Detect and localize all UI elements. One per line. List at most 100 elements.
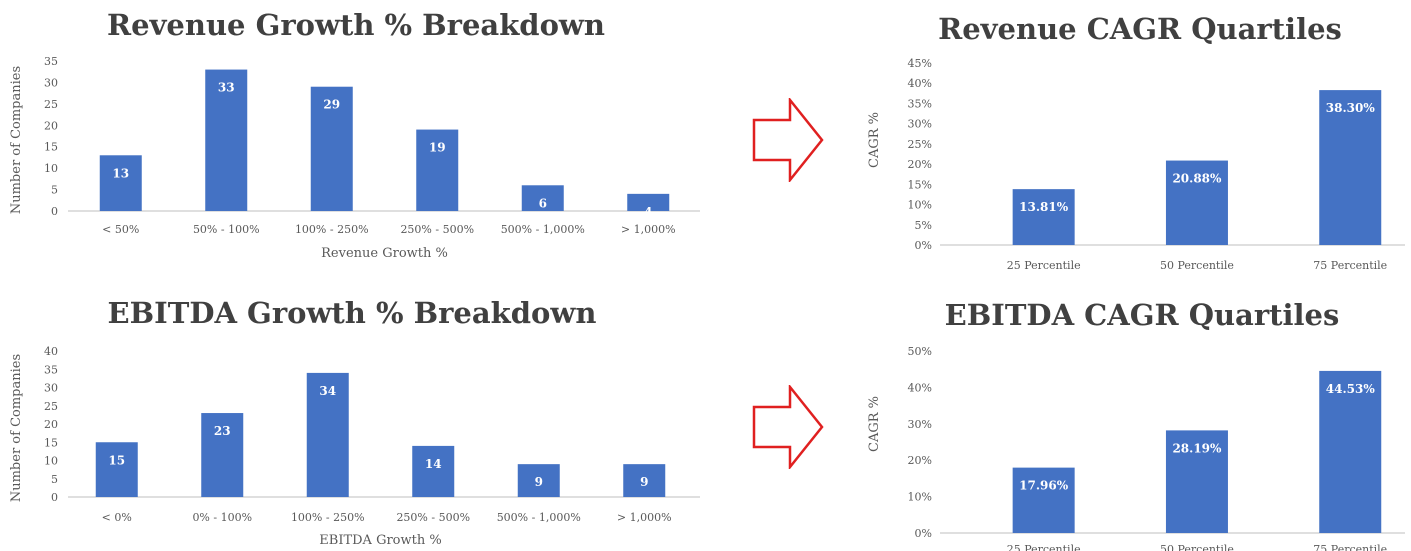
bar-data-label: 34 bbox=[319, 384, 336, 398]
x-category-label: 75 Percentile bbox=[1313, 259, 1387, 272]
right-arrow-icon bbox=[752, 96, 824, 186]
bar-data-label: 17.96% bbox=[1019, 479, 1069, 493]
y-tick-label: 45% bbox=[908, 57, 932, 70]
revenue-growth-chart-svg: 0 5 10 15 20 25 30 35 Number of Companies 13 < 50%… bbox=[9, 55, 700, 261]
y-tick-label: 5 bbox=[51, 184, 58, 197]
bar bbox=[201, 413, 244, 497]
bar-data-label: 14 bbox=[425, 457, 442, 471]
y-tick-label: 25 bbox=[44, 98, 58, 111]
bar bbox=[1319, 90, 1382, 245]
bar bbox=[205, 69, 248, 211]
x-category-label: 100% - 250% bbox=[291, 511, 365, 524]
y-tick-label: 25 bbox=[44, 400, 58, 413]
bar bbox=[306, 372, 349, 497]
y-tick-label: 10% bbox=[908, 199, 932, 212]
bar-data-label: 9 bbox=[640, 475, 648, 489]
y-tick-label: 40% bbox=[908, 381, 932, 394]
right-arrow-icon bbox=[752, 383, 824, 473]
bar bbox=[521, 185, 564, 211]
bar-data-label: 6 bbox=[539, 196, 547, 210]
x-category-label: 25 Percentile bbox=[1007, 543, 1081, 551]
x-category-label: 50 Percentile bbox=[1160, 543, 1234, 551]
y-axis-label: Number of Companies bbox=[9, 354, 24, 502]
y-tick-label: 5% bbox=[915, 219, 932, 232]
y-tick-label: 5 bbox=[51, 473, 58, 486]
y-tick-label: 15 bbox=[44, 436, 58, 449]
revenue-cagr-chart-svg: 0% 5% 10% 15% 20% 25% 30% 35% 40% 45% CAGR % 13.81%… bbox=[867, 57, 1405, 272]
x-category-label: 50% - 100% bbox=[193, 223, 260, 236]
chart-title-revenue-cagr: Revenue CAGR Quartiles bbox=[938, 12, 1342, 46]
bar-data-label: 15 bbox=[108, 453, 125, 467]
bar-data-label: 28.19% bbox=[1172, 441, 1222, 455]
x-category-label: > 1,000% bbox=[617, 511, 672, 524]
bar bbox=[412, 445, 455, 497]
bar-data-label: 33 bbox=[218, 81, 235, 95]
y-tick-label: 0% bbox=[915, 239, 932, 252]
y-tick-label: 20% bbox=[908, 454, 932, 467]
bar-data-label: 19 bbox=[429, 141, 446, 155]
x-category-label: 250% - 500% bbox=[396, 511, 470, 524]
bar bbox=[1012, 467, 1075, 533]
bar bbox=[1165, 160, 1228, 245]
bar-data-label: 20.88% bbox=[1172, 172, 1222, 186]
y-tick-label: 0 bbox=[51, 491, 58, 504]
y-tick-label: 35 bbox=[44, 363, 58, 376]
bar bbox=[627, 193, 670, 211]
revenue-cagr-chart: 0% 5% 10% 15% 20% 25% 30% 35% 40% 45% CAGR % 13.81%… bbox=[867, 57, 1405, 272]
bar bbox=[416, 129, 459, 211]
chart-title-ebitda-growth: EBITDA Growth % Breakdown bbox=[107, 296, 597, 330]
y-tick-label: 10 bbox=[44, 162, 58, 175]
bar bbox=[1165, 430, 1228, 533]
y-tick-label: 20 bbox=[44, 119, 58, 132]
revenue-growth-chart: 0 5 10 15 20 25 30 35 Number of Companies 13 < 50%… bbox=[0, 0, 700, 275]
bar-data-label: 13 bbox=[112, 166, 129, 180]
y-tick-label: 0% bbox=[915, 527, 932, 540]
chart-title-ebitda-cagr: EBITDA CAGR Quartiles bbox=[944, 298, 1340, 332]
x-category-label: 0% - 100% bbox=[192, 511, 252, 524]
ebitda-growth-chart: 0 5 10 15 20 25 30 35 40 Number of Companies 15 < 0… bbox=[0, 0, 700, 551]
y-tick-label: 30 bbox=[44, 382, 58, 395]
y-tick-label: 35% bbox=[908, 97, 932, 110]
y-axis-label: Number of Companies bbox=[9, 66, 24, 214]
ebitda-growth-chart-svg: 0 5 10 15 20 25 30 35 40 Number of Companies 15 < 0… bbox=[9, 345, 700, 548]
x-category-label: 50 Percentile bbox=[1160, 259, 1234, 272]
bar bbox=[623, 464, 666, 497]
bar bbox=[95, 442, 138, 497]
y-tick-label: 0 bbox=[51, 205, 58, 218]
x-category-label: 250% - 500% bbox=[400, 223, 474, 236]
bar-data-label: 38.30% bbox=[1326, 101, 1376, 115]
y-tick-label: 20 bbox=[44, 418, 58, 431]
y-tick-label: 40 bbox=[44, 345, 58, 358]
x-category-label: 500% - 1,000% bbox=[497, 511, 581, 524]
bar-data-label: 44.53% bbox=[1326, 382, 1376, 396]
y-tick-label: 30% bbox=[908, 118, 932, 131]
y-tick-label: 15 bbox=[44, 141, 58, 154]
bar bbox=[517, 464, 560, 497]
x-category-label: < 0% bbox=[102, 511, 132, 524]
x-category-label: 75 Percentile bbox=[1313, 543, 1387, 551]
x-category-label: < 50% bbox=[102, 223, 139, 236]
bar-data-label: 4 bbox=[644, 205, 652, 219]
y-tick-label: 50% bbox=[908, 345, 932, 358]
bar-data-label: 9 bbox=[535, 475, 543, 489]
y-tick-label: 40% bbox=[908, 77, 932, 90]
x-category-label: 25 Percentile bbox=[1007, 259, 1081, 272]
x-axis-label: Revenue Growth % bbox=[321, 246, 448, 261]
bar-data-label: 29 bbox=[323, 98, 340, 112]
y-tick-label: 30% bbox=[908, 418, 932, 431]
y-tick-label: 25% bbox=[908, 138, 932, 151]
bar bbox=[1012, 189, 1075, 245]
y-tick-label: 35 bbox=[44, 55, 58, 68]
bar bbox=[1319, 370, 1382, 533]
y-axis-label: CAGR % bbox=[867, 396, 882, 452]
x-category-label: 500% - 1,000% bbox=[501, 223, 585, 236]
bar-data-label: 13.81% bbox=[1019, 200, 1069, 214]
y-tick-label: 10% bbox=[908, 491, 932, 504]
y-tick-label: 30 bbox=[44, 76, 58, 89]
bar bbox=[99, 155, 142, 211]
y-tick-label: 15% bbox=[908, 178, 932, 191]
x-category-label: 100% - 250% bbox=[295, 223, 369, 236]
bar-data-label: 23 bbox=[214, 424, 231, 438]
